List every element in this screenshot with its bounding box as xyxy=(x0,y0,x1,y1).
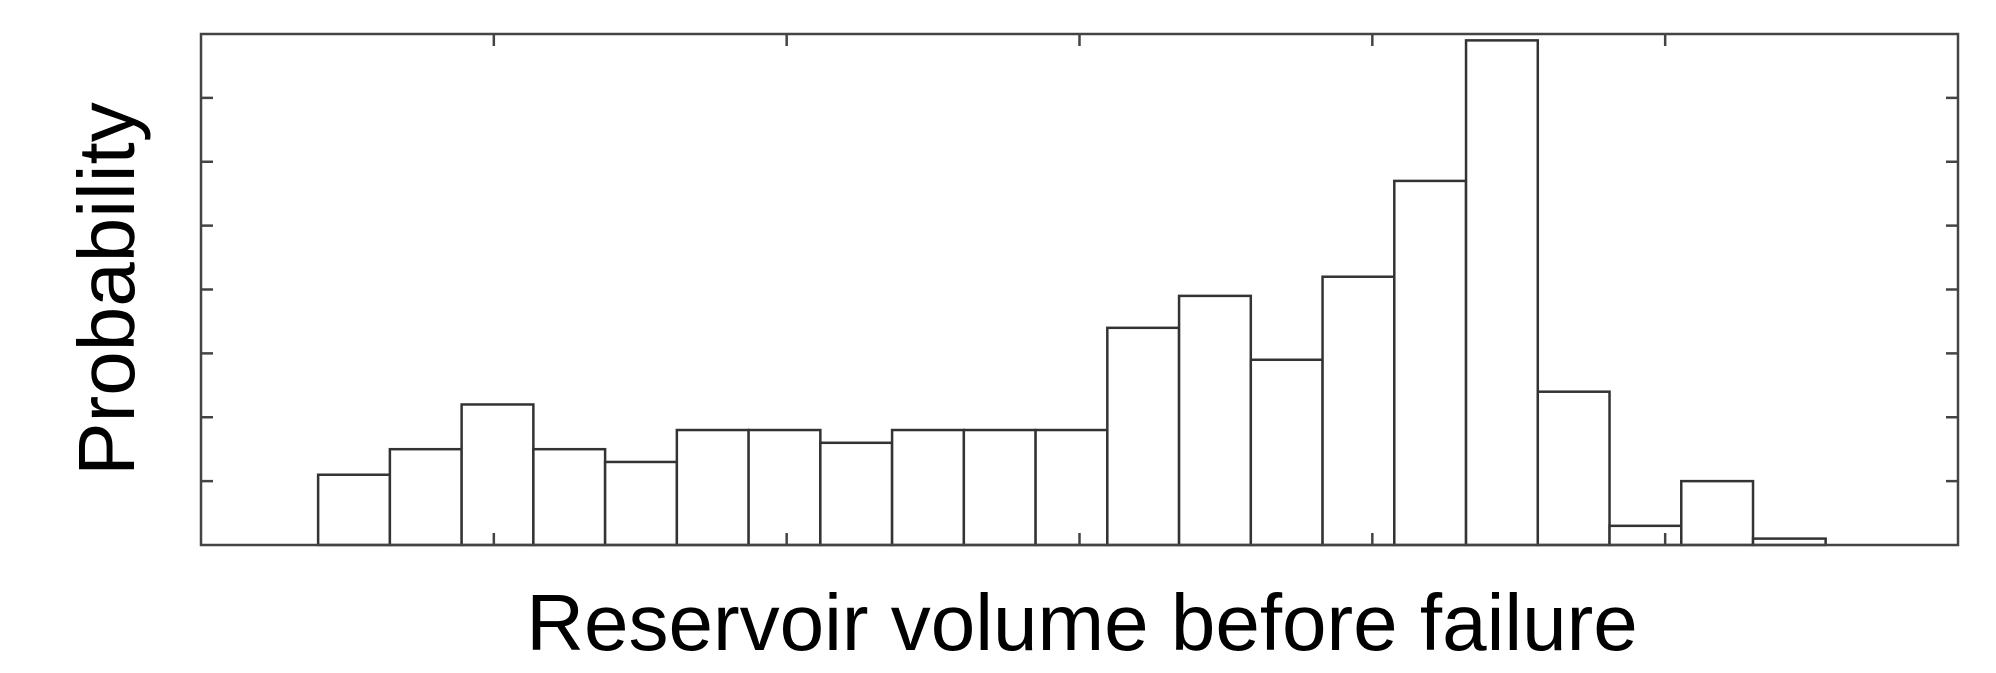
bar xyxy=(532,447,607,547)
bar xyxy=(890,428,966,547)
bar xyxy=(1249,358,1324,547)
bar xyxy=(1536,390,1611,547)
bar xyxy=(1464,39,1540,547)
bar xyxy=(747,428,822,547)
bar xyxy=(1034,428,1109,547)
bar xyxy=(1321,275,1396,547)
bar xyxy=(1393,179,1468,547)
bar xyxy=(460,403,535,547)
bar xyxy=(1680,479,1755,547)
bar xyxy=(1608,524,1683,547)
bar xyxy=(388,447,463,547)
bar xyxy=(819,441,894,547)
bar xyxy=(675,428,750,547)
bar xyxy=(1177,294,1253,547)
x-axis-label: Reservoir volume before failure xyxy=(526,578,1638,667)
y-axis-label: Probability xyxy=(62,102,151,476)
bar xyxy=(1106,326,1181,547)
bar xyxy=(962,428,1037,547)
bar xyxy=(603,460,679,547)
bar xyxy=(316,473,392,547)
